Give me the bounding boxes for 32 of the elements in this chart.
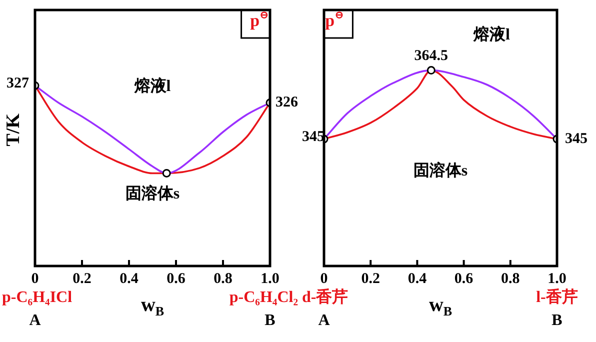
text: A (29, 312, 42, 330)
annotation: 固溶体s (413, 160, 468, 180)
text: p-C₆H₄ICl (2, 289, 73, 306)
text: B (552, 312, 563, 330)
text: l-香芹 (536, 288, 578, 306)
x-tick-label: 0.6 (166, 270, 186, 287)
text: p-C₆H₄Cl₂ (229, 289, 298, 306)
data-label: 327 (6, 75, 30, 92)
data-label: 345 (565, 130, 588, 147)
y-axis-title: T/K (2, 113, 24, 146)
x-tick-label: 0.8 (501, 270, 520, 287)
x-tick-label: 0.4 (408, 270, 428, 287)
data-label: 326 (276, 94, 298, 111)
x-tick-label: 0 (31, 270, 39, 287)
annotation: p⊖ (250, 9, 269, 30)
annotation: 固溶体s (125, 183, 180, 202)
x-tick-label: 0.2 (72, 270, 92, 287)
x-tick-label: 0.4 (120, 270, 139, 287)
x-tick-label: 0.8 (214, 270, 232, 287)
text: B (264, 312, 276, 330)
annotation: 熔液l (472, 26, 511, 44)
x-tick-label: 0.6 (454, 270, 474, 287)
text: A (318, 312, 330, 330)
x-tick-label: 0 (320, 270, 328, 287)
x-tick-label: 0.2 (361, 270, 380, 287)
data-label: 364.5 (414, 48, 448, 64)
text: d-香芹 (302, 288, 348, 306)
annotation: 熔液l (133, 76, 172, 95)
annotation: p⊖ (325, 9, 344, 30)
data-label: 345 (302, 128, 324, 145)
x-tick-label: 1.0 (548, 270, 566, 287)
x-tick-label: 1.0 (260, 270, 280, 287)
